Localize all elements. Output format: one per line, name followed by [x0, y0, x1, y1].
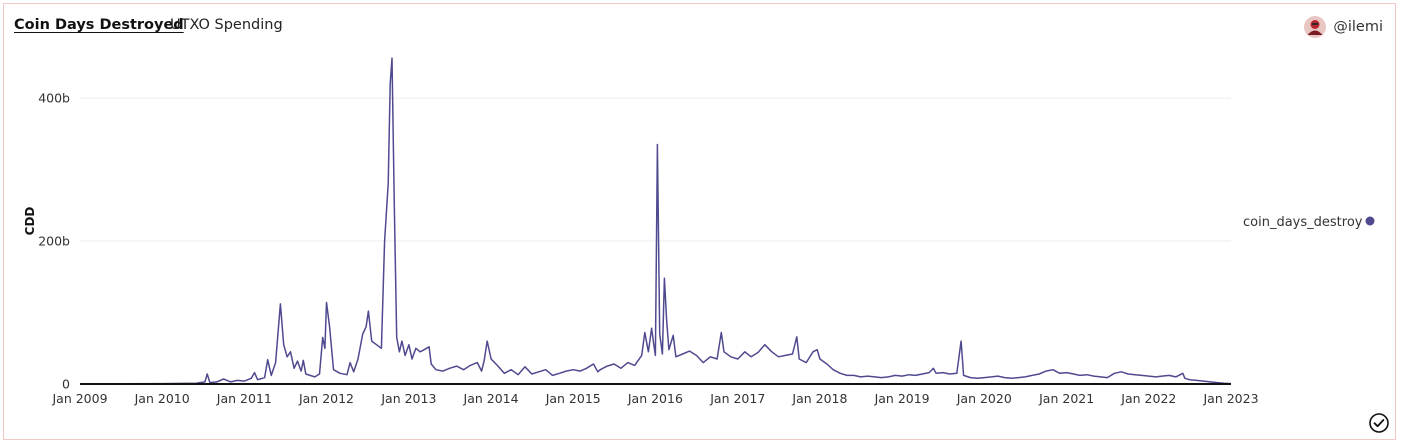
- x-tick-label: Jan 2016: [627, 391, 683, 406]
- x-tick-label: Jan 2009: [51, 391, 107, 406]
- x-tick-label: Jan 2021: [1038, 391, 1094, 406]
- user-avatar-icon: [1304, 16, 1327, 38]
- check-circle-icon[interactable]: [1368, 412, 1390, 434]
- x-tick-label: Jan 2019: [874, 391, 930, 406]
- series-line-coin-days-destroyed: [79, 57, 1232, 385]
- chart-title-link[interactable]: Coin Days Destroyed: [14, 17, 184, 33]
- y-axis-label: CDD: [23, 207, 37, 236]
- chart-card: Coin Days Destroyed UTXO Spending @ilemi: [3, 3, 1396, 440]
- x-tick-label: Jan 2013: [380, 391, 436, 406]
- x-tick-label: Jan 2014: [463, 391, 519, 406]
- x-tick-label: Jan 2022: [1120, 391, 1176, 406]
- x-tick-label: Jan 2012: [298, 391, 354, 406]
- y-tick-label: 0: [62, 377, 70, 392]
- x-tick-label: Jan 2015: [545, 391, 601, 406]
- x-tick-label: Jan 2018: [791, 391, 847, 406]
- x-tick-label: Jan 2017: [709, 391, 765, 406]
- x-tick-label: Jan 2011: [216, 391, 272, 406]
- legend-marker: [1365, 216, 1375, 226]
- x-tick-label: Jan 2020: [956, 391, 1012, 406]
- author-name: @ilemi: [1333, 19, 1383, 35]
- legend-label: coin_days_destroy: [1243, 215, 1363, 230]
- y-tick-label: 200b: [38, 234, 70, 249]
- x-tick-label: Jan 2023: [1202, 391, 1258, 406]
- author-link[interactable]: @ilemi: [1304, 16, 1383, 38]
- y-tick-label: 400b: [38, 91, 70, 106]
- x-tick-label: Jan 2010: [134, 391, 190, 406]
- chart-subtitle: UTXO Spending: [170, 17, 283, 33]
